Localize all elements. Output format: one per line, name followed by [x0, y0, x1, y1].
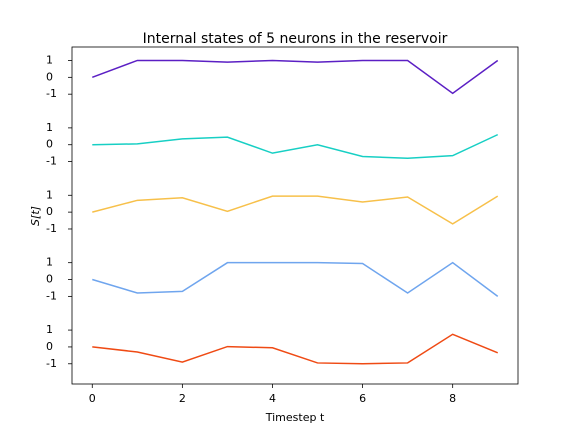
- y-tick-label: 0: [46, 340, 53, 353]
- y-tick-label: 0: [46, 205, 53, 218]
- series-line: [92, 333, 499, 365]
- y-tick-label: 0: [46, 70, 53, 83]
- x-tick-label: 8: [449, 392, 456, 405]
- x-tick-label: 0: [89, 392, 96, 405]
- y-tick-label: -1: [46, 87, 57, 100]
- plot-frame: [71, 46, 519, 385]
- y-tick-label: 0: [46, 138, 53, 151]
- y-tick-label: 1: [46, 121, 53, 134]
- y-tick-label: -1: [46, 289, 57, 302]
- y-tick-label: -1: [46, 357, 57, 370]
- y-tick-label: -1: [46, 222, 57, 235]
- x-tick-label: 2: [179, 392, 186, 405]
- series-line: [92, 133, 499, 159]
- series-line: [92, 261, 499, 297]
- y-tick-label: 0: [46, 273, 53, 286]
- series-line: [92, 59, 499, 95]
- y-tick-label: 1: [46, 256, 53, 269]
- y-tick-label: 1: [46, 323, 53, 336]
- x-tick-label: 6: [359, 392, 366, 405]
- y-tick-label: -1: [46, 155, 57, 168]
- chart-title: Internal states of 5 neurons in the rese…: [143, 31, 448, 47]
- y-axis-label: S[t]: [29, 206, 42, 226]
- x-axis-label: Timestep t: [265, 411, 325, 424]
- y-tick-label: 1: [46, 188, 53, 201]
- x-tick-label: 4: [269, 392, 276, 405]
- series-line: [92, 195, 499, 225]
- y-tick-label: 1: [46, 53, 53, 66]
